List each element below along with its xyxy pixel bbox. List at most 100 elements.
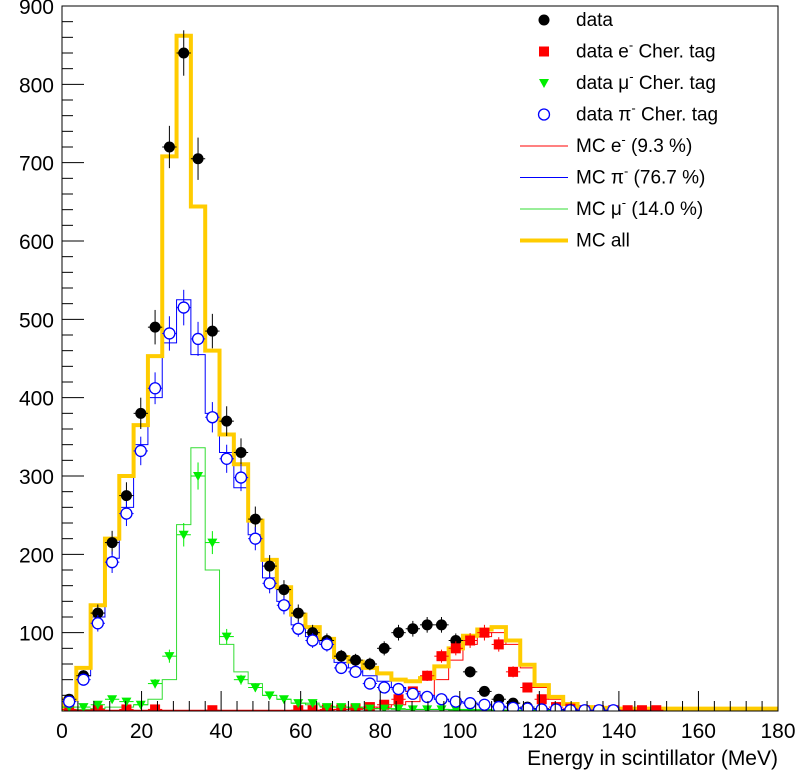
x-tick-label: 180 xyxy=(760,720,795,743)
legend-entry: MC all xyxy=(520,231,630,252)
legend-label: MC μ- (14.0 %) xyxy=(576,195,703,220)
data-point xyxy=(549,703,563,711)
x-tick-label: 80 xyxy=(369,720,392,743)
data-point xyxy=(236,675,246,685)
legend-entry: data μ- Cher. tag xyxy=(539,69,716,94)
y-tick-label: 500 xyxy=(19,309,54,332)
data-point xyxy=(178,530,189,540)
y-tick-label: 600 xyxy=(19,231,54,254)
x-tick-label: 40 xyxy=(209,720,232,743)
data-point xyxy=(335,661,348,675)
data-point xyxy=(193,472,204,481)
data-point xyxy=(450,643,461,654)
data-point xyxy=(422,670,433,681)
legend-entry: MC π- (76.7 %) xyxy=(520,164,705,189)
data-point xyxy=(521,702,534,711)
data-point xyxy=(78,703,89,711)
mc-histogram-3 xyxy=(62,33,778,711)
data-point xyxy=(92,700,103,710)
x-tick-label: 140 xyxy=(601,720,636,743)
data-point xyxy=(221,415,233,427)
data-point xyxy=(105,556,119,569)
x-tick-label: 60 xyxy=(289,720,312,743)
data-point xyxy=(464,666,476,678)
data-point xyxy=(536,694,547,705)
data-point xyxy=(148,382,162,395)
data-point xyxy=(651,705,662,711)
data-point xyxy=(106,537,118,549)
data-point xyxy=(393,694,404,705)
frame-rect xyxy=(61,5,779,712)
data-point xyxy=(422,705,433,711)
data-point xyxy=(378,642,390,654)
data-point xyxy=(564,704,577,711)
data-point xyxy=(107,695,118,705)
data-point xyxy=(250,683,261,693)
plot-frame xyxy=(61,5,779,712)
data-point xyxy=(264,560,276,572)
data-point xyxy=(350,654,362,666)
data-point xyxy=(221,632,232,642)
legend-label: data μ- Cher. tag xyxy=(576,69,716,94)
legend-label: MC e- (9.3 %) xyxy=(576,132,692,157)
legend-label: data π- Cher. tag xyxy=(576,101,718,126)
data-point xyxy=(163,327,176,340)
data-point xyxy=(350,703,361,711)
data-point xyxy=(320,638,334,651)
data-point xyxy=(277,599,291,612)
data-point xyxy=(378,681,391,694)
legend-entry: data e- Cher. tag xyxy=(539,38,716,63)
data-point xyxy=(407,623,419,635)
legend-swatch xyxy=(539,46,549,57)
data-point xyxy=(91,617,104,630)
data-point xyxy=(178,47,190,59)
y-tick-label: 900 xyxy=(19,0,54,19)
data-point xyxy=(263,577,276,590)
x-tick-label: 120 xyxy=(522,720,557,743)
legend-swatch xyxy=(537,108,551,121)
data-point xyxy=(120,490,132,502)
data-point xyxy=(435,619,447,631)
data-point xyxy=(135,700,146,710)
data-point xyxy=(220,452,233,465)
x-tick-label: 0 xyxy=(56,720,68,743)
data-point xyxy=(379,704,390,711)
data-point xyxy=(121,704,132,711)
data-point xyxy=(450,635,462,646)
plot-area xyxy=(62,30,778,711)
data-point xyxy=(292,607,304,619)
data-point xyxy=(406,687,419,700)
data-point xyxy=(508,666,519,677)
y-tick-label: 100 xyxy=(19,623,54,646)
data-point xyxy=(435,693,448,706)
data-point xyxy=(206,325,218,337)
data-point xyxy=(364,658,376,670)
y-tick-label: 300 xyxy=(19,466,54,489)
legend-label: data e- Cher. tag xyxy=(576,38,716,63)
legend-entry: data π- Cher. tag xyxy=(537,101,718,126)
data-point xyxy=(278,695,289,705)
data-point xyxy=(492,700,505,711)
legend-label: data xyxy=(576,10,613,31)
legend-entry: MC μ- (14.0 %) xyxy=(520,195,703,220)
data-point xyxy=(134,444,147,458)
data-point xyxy=(177,301,190,314)
data-point xyxy=(278,584,290,596)
data-point xyxy=(249,532,262,545)
y-tick-label: 200 xyxy=(19,544,54,567)
data-point xyxy=(249,513,261,525)
legend: data data e- Cher. tag data μ- Cher. tag da… xyxy=(520,10,718,252)
legend-swatch xyxy=(539,79,549,88)
data-point xyxy=(163,141,175,153)
data-point xyxy=(307,699,318,709)
data-point xyxy=(436,651,447,662)
data-point xyxy=(421,619,433,631)
data-point xyxy=(349,665,362,678)
data-point xyxy=(264,691,275,701)
data-point xyxy=(150,679,161,689)
data-point xyxy=(164,652,175,662)
data-point xyxy=(149,321,161,333)
data-point xyxy=(463,697,477,710)
data-point xyxy=(364,704,375,711)
data-point xyxy=(150,704,161,711)
